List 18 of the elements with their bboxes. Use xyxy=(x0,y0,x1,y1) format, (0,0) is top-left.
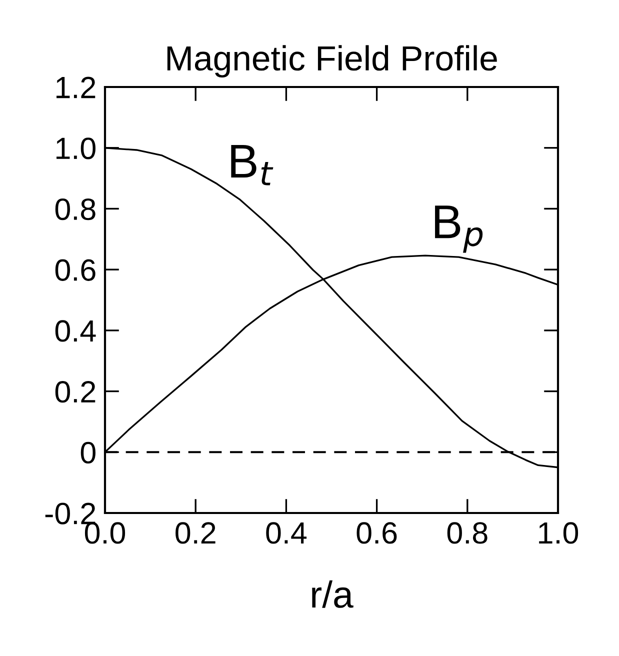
x-tick-label: 1.0 xyxy=(539,522,578,544)
y-tick-label: -0.2 xyxy=(45,502,96,524)
x-tick-label: 0.8 xyxy=(447,522,488,544)
y-tick-label: 1.0 xyxy=(56,138,96,160)
x-tick-label: 0.4 xyxy=(266,522,307,544)
y-tick-label: 1.2 xyxy=(56,76,96,98)
x-tick-label: 0.2 xyxy=(176,522,216,544)
y-tick-label: 0.2 xyxy=(55,381,96,403)
annotation: B$_{p}$ xyxy=(435,206,483,253)
y-tick-label: 0.8 xyxy=(55,198,96,220)
y-tick-label: 0.4 xyxy=(55,320,96,342)
annotation: B$_{t}$ xyxy=(231,145,274,186)
x-axis-title: r/a xyxy=(312,580,354,608)
x-tick-label: 0.6 xyxy=(356,522,397,544)
y-tick-label: 0.6 xyxy=(55,259,96,281)
x-tick-label: 0.0 xyxy=(84,522,126,544)
chart-title: Magnetic Field Profile xyxy=(167,45,497,78)
y-tick-label: 0 xyxy=(80,442,96,464)
